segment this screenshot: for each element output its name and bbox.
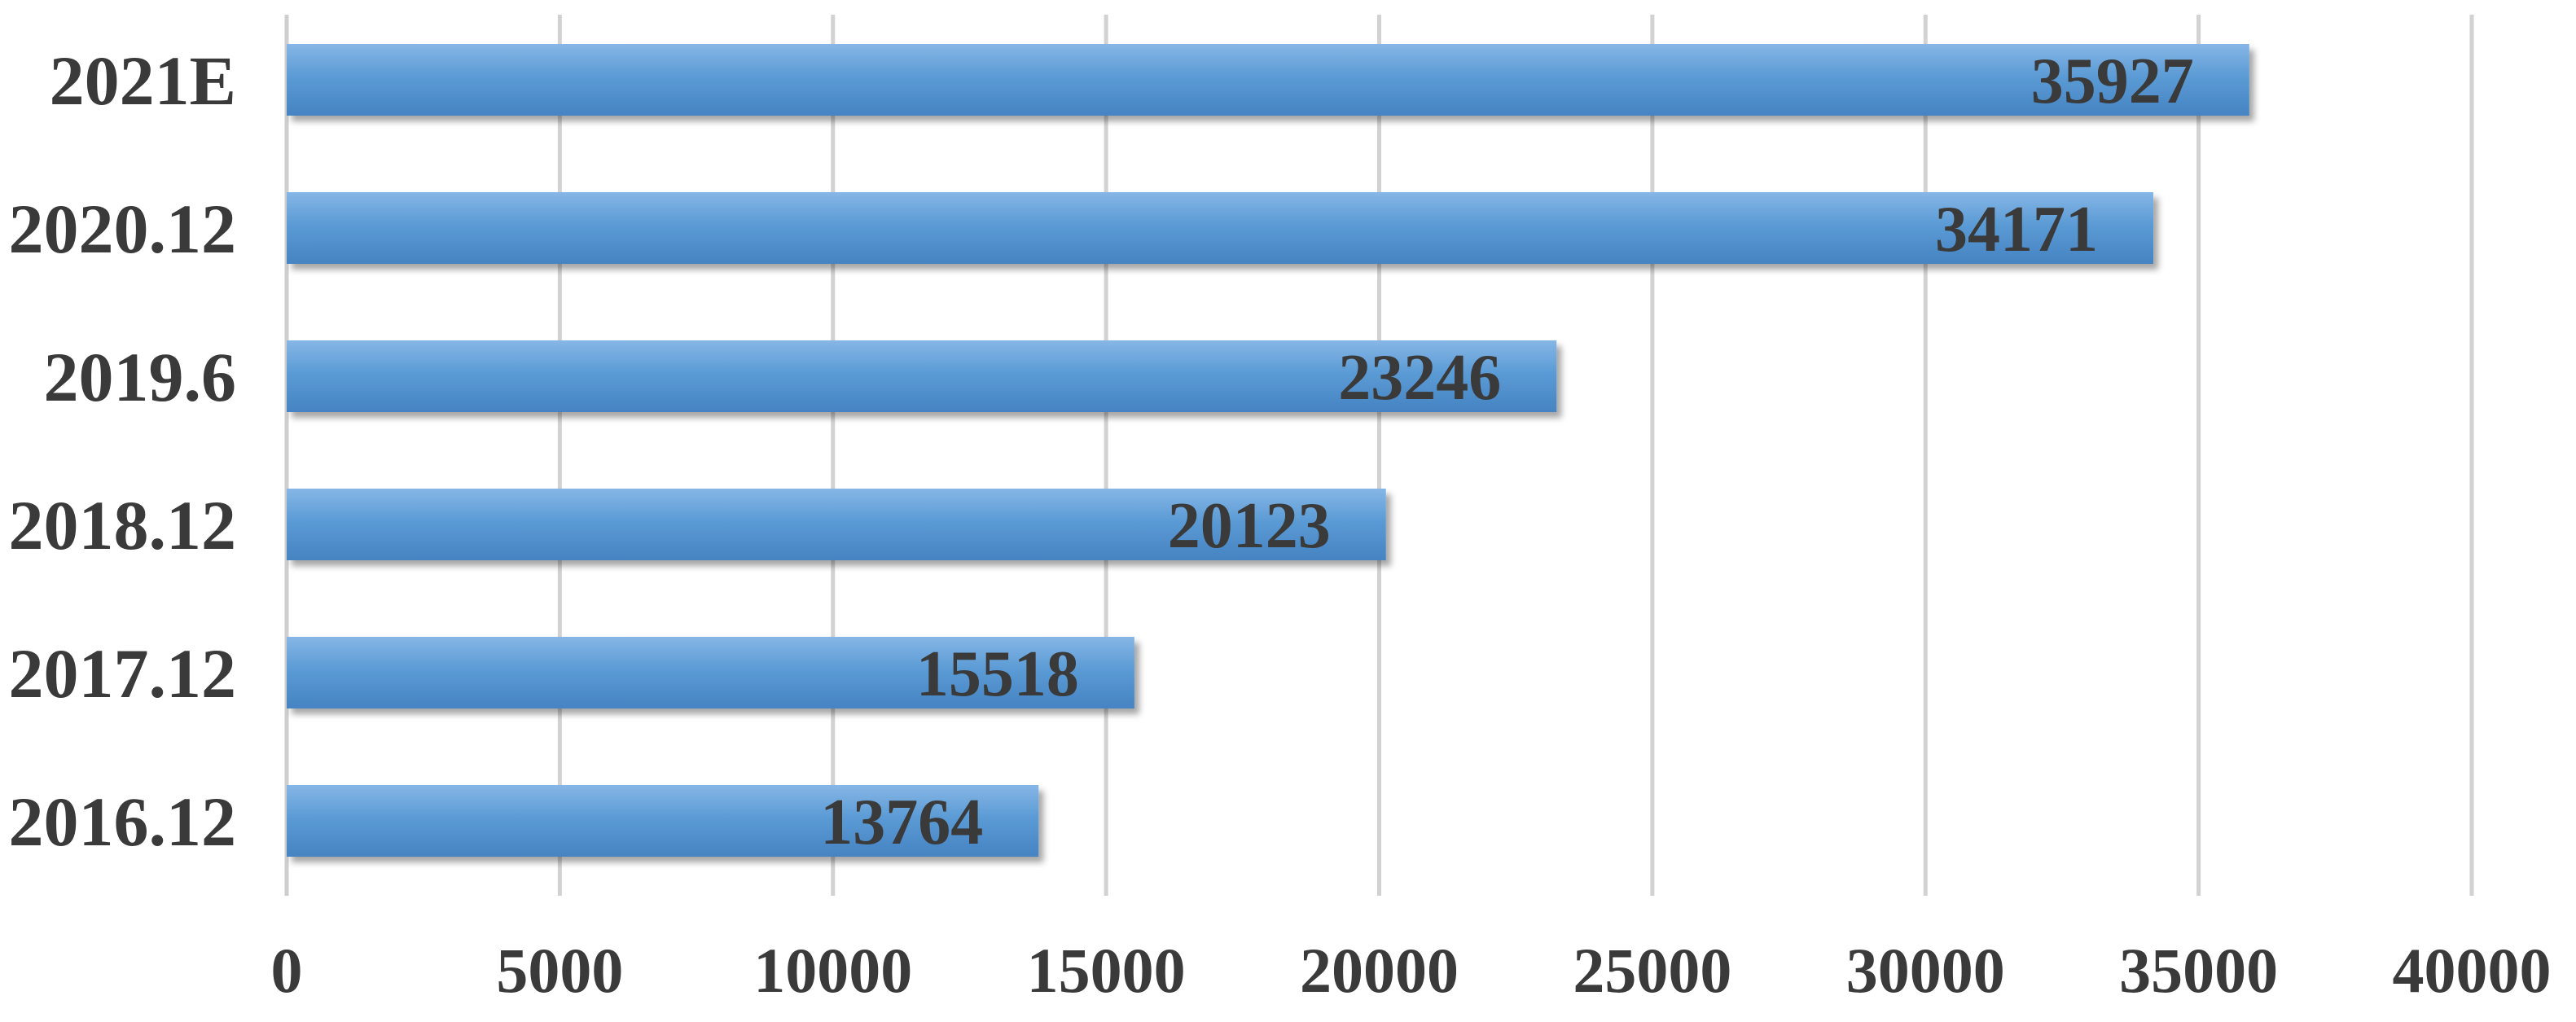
- x-tick-label: 10000: [753, 935, 912, 1006]
- x-tick-label: 25000: [1573, 935, 1731, 1006]
- x-tick-label: 35000: [2119, 935, 2278, 1006]
- bar: [287, 44, 2249, 116]
- gridlines: [284, 15, 2474, 896]
- y-tick-label: 2021E: [50, 42, 236, 120]
- data-label: 34171: [1935, 194, 2098, 265]
- y-tick-label: 2017.12: [9, 634, 237, 713]
- y-tick-label: 2018.12: [9, 486, 237, 564]
- data-label: 20123: [1168, 490, 1331, 562]
- data-label: 15518: [916, 638, 1079, 710]
- x-tick-label: 20000: [1300, 935, 1459, 1006]
- x-tick-label: 30000: [1846, 935, 2005, 1006]
- bar: [287, 785, 1039, 857]
- bar: [287, 192, 2154, 264]
- x-tick-label: 15000: [1027, 935, 1186, 1006]
- x-tick-label: 0: [271, 935, 303, 1006]
- bar: [287, 637, 1134, 708]
- data-label: 35927: [2031, 46, 2194, 117]
- data-label: 23246: [1338, 342, 1501, 414]
- bar: [287, 489, 1386, 560]
- y-axis-tick-labels: 2021E 2020.12 2019.6 2018.12 2017.12 2016.12: [9, 42, 237, 861]
- bars: [287, 44, 2249, 857]
- data-label: 13764: [820, 787, 983, 858]
- y-tick-label: 2020.12: [9, 190, 237, 268]
- x-axis-tick-labels: 0 5000 10000 15000 20000 25000 30000 35000 40000: [271, 935, 2552, 1006]
- bar: [287, 340, 1557, 412]
- data-labels: 35927 34171 23246 20123 15518 13764: [820, 46, 2194, 858]
- y-tick-label: 2019.6: [44, 338, 237, 416]
- x-tick-label: 40000: [2393, 935, 2552, 1006]
- x-tick-label: 5000: [496, 935, 623, 1006]
- y-tick-label: 2016.12: [9, 783, 237, 861]
